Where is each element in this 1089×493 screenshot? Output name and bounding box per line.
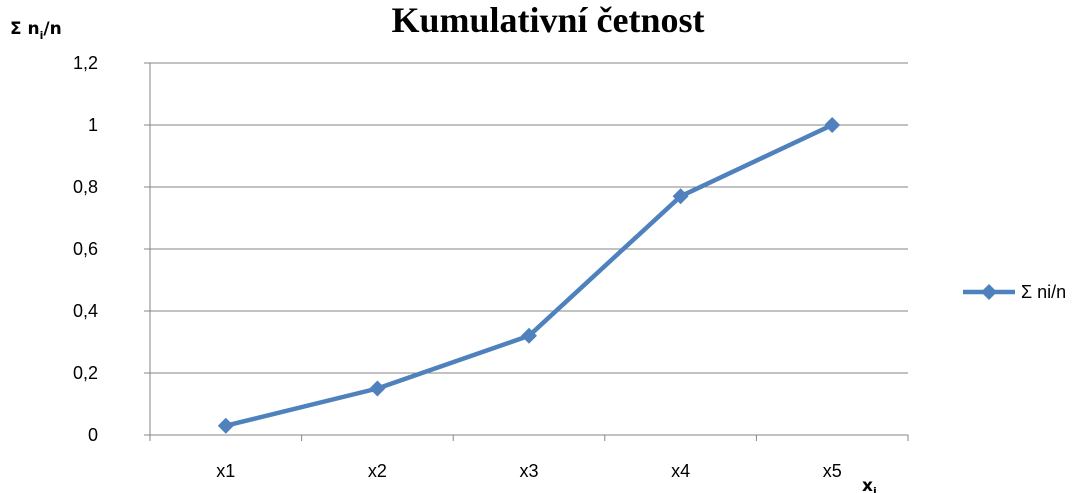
x-tick-label: x2	[368, 461, 387, 481]
chart-title: Kumulativní četnost	[391, 0, 704, 40]
x-axis-title: xi	[862, 476, 877, 493]
y-axis-title: Σ ni/n	[10, 19, 62, 42]
x-axis-title-main: x	[862, 476, 873, 493]
data-point-marker	[521, 327, 537, 344]
x-tick-label: x1	[216, 461, 235, 481]
y-tick-label: 1	[88, 115, 98, 135]
y-axis-title-subscript: i	[40, 29, 44, 42]
y-tick-label: 0	[88, 425, 98, 445]
y-tick-label: 0,8	[73, 177, 98, 197]
data-point-marker	[672, 188, 689, 205]
x-tick-labels: x1 x2 x3 x4 x5	[216, 461, 841, 481]
series-line	[223, 122, 835, 428]
y-axis-title-tail: /n	[43, 19, 61, 39]
x-axis-title-subscript: i	[873, 485, 877, 493]
y-tick-label: 0,6	[73, 239, 98, 259]
x-tick-label: x5	[823, 461, 842, 481]
legend-marker	[981, 284, 997, 300]
legend: Σ ni/n	[963, 282, 1066, 302]
y-tick-label: 1,2	[73, 53, 98, 73]
y-tick-label: 0,2	[73, 363, 98, 383]
x-tick-label: x3	[519, 461, 538, 481]
data-point-marker	[369, 380, 386, 397]
data-point-marker	[217, 417, 234, 434]
legend-label: Σ ni/n	[1021, 282, 1066, 302]
x-tick-label: x4	[671, 461, 690, 481]
series-layer	[217, 117, 841, 434]
y-tick-labels: 0 0,2 0,4 0,6 0,8 1 1,2	[73, 53, 98, 445]
y-axis-title-main: Σ n	[10, 19, 40, 39]
y-tick-label: 0,4	[73, 301, 98, 321]
data-point-marker	[824, 117, 841, 133]
gridlines	[144, 62, 909, 441]
